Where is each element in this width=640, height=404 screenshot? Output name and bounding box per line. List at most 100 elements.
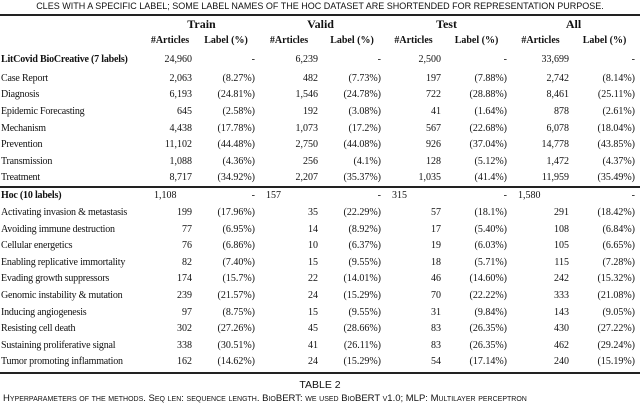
label-pct-cell: - (503, 189, 508, 201)
row-label: Avoiding immune destruction (1, 223, 115, 235)
table-row: Diagnosis 6,193 (24.81%) 1,546 (24.78%) 722 (2… (0, 87, 640, 104)
row-label: Tumor promoting inflammation (1, 356, 123, 368)
row-label: Resisting cell death (1, 323, 76, 335)
articles-cell: 197 (426, 72, 442, 84)
bottom-rule (0, 372, 640, 374)
group-separator-rule (0, 186, 640, 188)
table-2-caption: Hyperparameters of the methods. Seq len:… (3, 393, 527, 404)
articles-cell: 192 (303, 105, 319, 117)
articles-cell: 33,699 (541, 53, 570, 65)
header-articles: #Articles (394, 34, 433, 46)
articles-cell: 46 (431, 273, 442, 285)
table-row: Avoiding immune destruction 77 (6.95%) 14 (8… (0, 221, 640, 238)
row-label: Prevention (1, 139, 43, 151)
articles-cell: 878 (554, 105, 570, 117)
label-pct-cell: - (251, 189, 256, 201)
articles-cell: 14,778 (541, 139, 570, 151)
label-pct-cell: (28.66%) (343, 323, 382, 335)
group-title: Hoc (10 labels) (1, 189, 62, 201)
label-pct-cell: (44.48%) (217, 139, 256, 151)
label-pct-cell: (15.32%) (597, 273, 636, 285)
label-pct-cell: (15.29%) (343, 356, 382, 368)
articles-cell: 2,207 (295, 172, 319, 184)
table-row: Prevention 11,102 (44.48%) 2,750 (44.08%) 926… (0, 136, 640, 153)
articles-cell: 162 (177, 356, 192, 368)
articles-cell: 15 (308, 256, 319, 268)
articles-cell: 1,108 (154, 189, 177, 201)
articles-cell: 19 (431, 240, 442, 252)
articles-cell: 2,063 (169, 72, 193, 84)
label-pct-cell: (5.40%) (474, 223, 508, 235)
label-pct-cell: (14.62%) (217, 356, 256, 368)
articles-cell: 645 (177, 105, 192, 117)
articles-cell: 157 (266, 189, 282, 201)
label-pct-cell: (4.36%) (222, 155, 256, 167)
table-row: Resisting cell death 302 (27.26%) 45 (28.66%… (0, 320, 640, 337)
top-rule (0, 14, 640, 16)
articles-cell: 2,500 (418, 53, 442, 65)
row-label: Treatment (1, 172, 40, 184)
label-pct-cell: (22.22%) (469, 289, 508, 301)
label-pct-cell: (44.08%) (343, 139, 382, 151)
table-row: Transmission 1,088 (4.36%) 256 (4.1%) 128 (5.1… (0, 153, 640, 170)
header-test: Test (436, 16, 457, 31)
row-label: Cellular energetics (1, 240, 73, 252)
articles-cell: 14 (308, 223, 319, 235)
articles-cell: 15 (308, 306, 319, 318)
label-pct-cell: (14.01%) (343, 273, 382, 285)
articles-cell: 77 (182, 223, 192, 235)
label-pct-cell: (35.49%) (597, 172, 636, 184)
label-pct-cell: (17.96%) (217, 206, 256, 218)
label-pct-cell: (6.84%) (602, 223, 636, 235)
label-pct-cell: (7.28%) (602, 256, 636, 268)
label-pct-cell: (43.85%) (597, 139, 636, 151)
label-pct-cell: (27.26%) (217, 323, 256, 335)
articles-cell: 256 (303, 155, 319, 167)
articles-cell: 199 (177, 206, 192, 218)
row-label: Enabling replicative immortality (1, 256, 126, 268)
row-label: Evading growth suppressors (1, 273, 110, 285)
label-pct-cell: (17.2%) (348, 122, 382, 134)
articles-cell: 105 (554, 240, 570, 252)
articles-cell: 45 (308, 323, 319, 335)
label-pct-cell: (21.57%) (217, 289, 256, 301)
label-pct-cell: (25.11%) (597, 89, 636, 101)
articles-cell: 462 (554, 339, 570, 351)
label-pct-cell: (7.88%) (474, 72, 508, 84)
articles-cell: 722 (426, 89, 442, 101)
articles-cell: 6,078 (546, 122, 570, 134)
table-row: Inducing angiogenesis 97 (8.75%) 15 (9.55%) 3… (0, 304, 640, 321)
row-label: Inducing angiogenesis (1, 306, 87, 318)
label-pct-cell: (6.86%) (222, 240, 256, 252)
articles-cell: 239 (177, 289, 192, 301)
articles-cell: 315 (392, 189, 408, 201)
label-pct-cell: (8.92%) (348, 223, 382, 235)
header-label-pct: Label (%) (454, 34, 499, 46)
articles-cell: 41 (308, 339, 319, 351)
articles-cell: 482 (303, 72, 319, 84)
label-pct-cell: (4.37%) (602, 155, 636, 167)
table-row: Evading growth suppressors 174 (15.7%) 22 (1… (0, 271, 640, 288)
label-pct-cell: - (631, 189, 636, 201)
label-pct-cell: (21.08%) (597, 289, 636, 301)
articles-cell: 1,073 (295, 122, 319, 134)
articles-cell: 41 (431, 105, 442, 117)
row-label: Sustaining proliferative signal (1, 339, 116, 351)
articles-cell: 82 (182, 256, 192, 268)
articles-cell: 83 (431, 339, 442, 351)
label-pct-cell: - (503, 53, 508, 65)
group-total-row: Hoc (10 labels) 1,108-157-315-1,580- (0, 186, 640, 204)
label-pct-cell: (24.81%) (217, 89, 256, 101)
articles-cell: 302 (177, 323, 192, 335)
header-train: Train (187, 16, 216, 31)
label-pct-cell: (35.37%) (343, 172, 382, 184)
label-pct-cell: (26.11%) (343, 339, 382, 351)
label-pct-cell: (2.61%) (602, 105, 636, 117)
label-pct-cell: (9.55%) (348, 256, 382, 268)
articles-cell: 24 (308, 289, 319, 301)
articles-cell: 4,438 (169, 122, 193, 134)
label-pct-cell: (9.05%) (602, 306, 636, 318)
label-pct-cell: (15.7%) (222, 273, 256, 285)
articles-cell: 1,035 (418, 172, 442, 184)
articles-cell: 143 (554, 306, 570, 318)
